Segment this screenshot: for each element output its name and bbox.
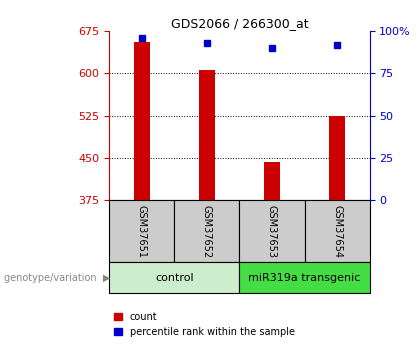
Bar — [264, 162, 280, 200]
Text: GSM37651: GSM37651 — [137, 205, 147, 258]
Bar — [239, 262, 370, 293]
Bar — [304, 200, 370, 262]
Text: GSM37652: GSM37652 — [202, 205, 212, 258]
Text: miR319a transgenic: miR319a transgenic — [248, 273, 361, 283]
Text: genotype/variation  ▶: genotype/variation ▶ — [4, 273, 110, 283]
Bar — [134, 42, 150, 200]
Bar — [109, 262, 239, 293]
Text: GSM37654: GSM37654 — [332, 205, 342, 258]
Bar — [239, 200, 304, 262]
Text: control: control — [155, 273, 194, 283]
Text: GSM37653: GSM37653 — [267, 205, 277, 258]
Legend: count, percentile rank within the sample: count, percentile rank within the sample — [114, 312, 294, 337]
Title: GDS2066 / 266300_at: GDS2066 / 266300_at — [171, 17, 308, 30]
Bar — [109, 200, 174, 262]
Bar — [199, 70, 215, 200]
Bar — [174, 200, 239, 262]
Bar — [329, 116, 345, 200]
